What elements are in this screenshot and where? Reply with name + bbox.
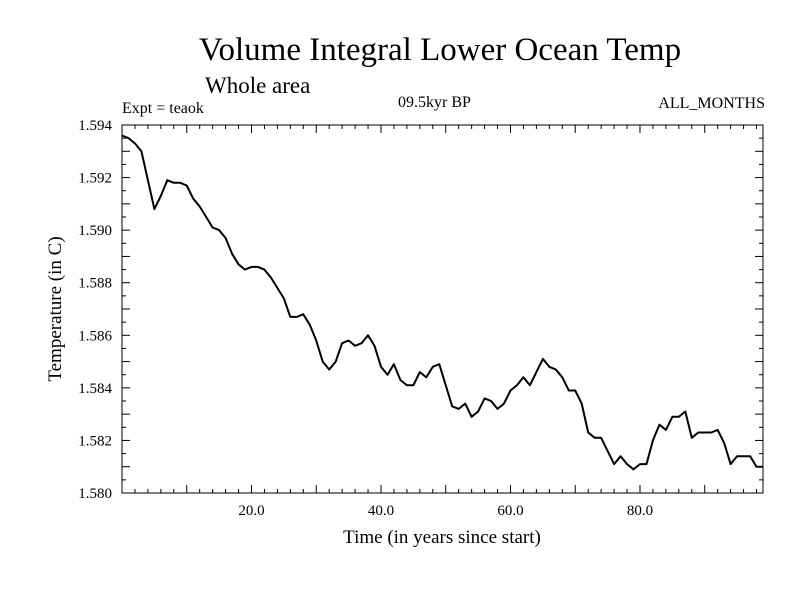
x-axis-label: Time (in years since start) — [343, 527, 541, 548]
months-label: ALL_MONTHS — [658, 95, 765, 112]
y-tick-label: 1.580 — [78, 486, 112, 502]
axis-ticks — [122, 125, 763, 493]
y-tick-labels: 1.580 1.582 1.584 1.586 1.588 1.590 1.592 1.594 — [78, 118, 112, 502]
y-axis-label: Temperature (in C) — [45, 236, 66, 381]
x-tick-label: 20.0 — [238, 503, 264, 519]
y-tick-label: 1.590 — [78, 223, 112, 239]
y-tick-label: 1.584 — [78, 381, 112, 397]
x-tick-label: 60.0 — [497, 503, 523, 519]
plot-frame — [121, 124, 764, 494]
y-tick-label: 1.592 — [78, 171, 112, 187]
chart-subtitle: Whole area — [205, 73, 311, 98]
x-tick-label: 80.0 — [627, 503, 653, 519]
y-tick-label: 1.582 — [78, 433, 112, 449]
period-label: 09.5kyr BP — [398, 94, 471, 111]
y-tick-label: 1.586 — [78, 328, 112, 344]
chart-title: Volume Integral Lower Ocean Temp — [198, 32, 682, 68]
y-tick-label: 1.594 — [78, 118, 112, 134]
experiment-label: Expt = teaok — [122, 100, 204, 117]
y-tick-label: 1.588 — [78, 276, 112, 292]
x-tick-labels: 20.0 40.0 60.0 80.0 — [238, 503, 653, 519]
x-tick-label: 40.0 — [368, 503, 394, 519]
series-line — [121, 134, 763, 471]
